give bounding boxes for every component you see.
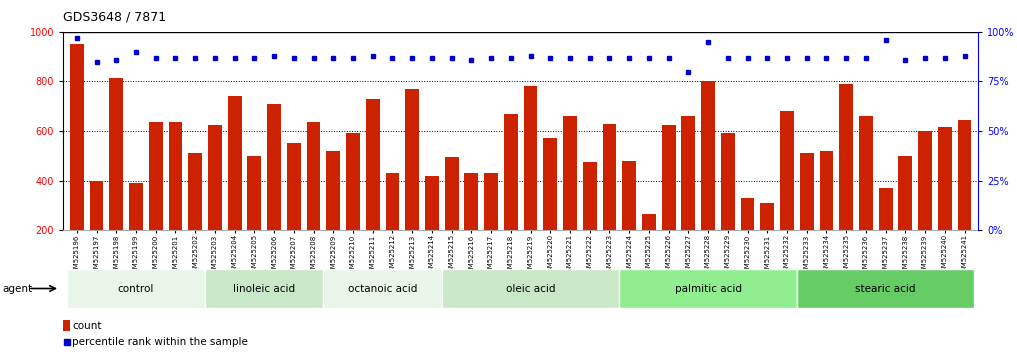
Bar (602, 124, 616, 280)
Bar (797, 269, 974, 308)
Bar (619, 269, 797, 308)
Bar (780, 111, 794, 280)
Bar (958, 120, 971, 280)
Bar (938, 127, 952, 280)
Bar (366, 99, 379, 280)
Bar (110, 78, 123, 280)
Bar (267, 104, 281, 280)
Bar (799, 153, 814, 280)
Text: oleic acid: oleic acid (505, 284, 555, 293)
Bar (879, 188, 893, 280)
Bar (484, 173, 498, 280)
Text: linoleic acid: linoleic acid (233, 284, 295, 293)
Bar (681, 116, 696, 280)
Bar (228, 96, 242, 280)
Text: count: count (72, 321, 102, 331)
Text: stearic acid: stearic acid (855, 284, 916, 293)
Bar (642, 214, 656, 280)
Bar (425, 176, 439, 280)
Bar (70, 44, 83, 280)
Bar (583, 162, 597, 280)
Bar (898, 156, 912, 280)
Bar (323, 269, 441, 308)
Bar (543, 138, 557, 280)
Bar (740, 198, 755, 280)
Bar (169, 122, 182, 280)
Bar (188, 153, 202, 280)
Text: percentile rank within the sample: percentile rank within the sample (72, 337, 248, 347)
Bar (761, 203, 774, 280)
Bar (67, 269, 205, 308)
Bar (205, 269, 323, 308)
Bar (208, 125, 222, 280)
Bar (444, 157, 459, 280)
Bar (820, 151, 833, 280)
Bar (326, 151, 341, 280)
Bar (918, 131, 932, 280)
Bar (504, 114, 518, 280)
Bar (524, 86, 537, 280)
Bar (247, 156, 261, 280)
Bar (406, 89, 419, 280)
Bar (859, 116, 873, 280)
Bar (287, 143, 301, 280)
Bar (148, 122, 163, 280)
Bar (662, 125, 675, 280)
Bar (441, 269, 619, 308)
Bar (129, 183, 143, 280)
Bar (721, 133, 734, 280)
Text: octanoic acid: octanoic acid (348, 284, 417, 293)
Text: palmitic acid: palmitic acid (674, 284, 741, 293)
Bar (465, 173, 478, 280)
Bar (701, 81, 715, 280)
Bar (346, 133, 360, 280)
Bar (89, 181, 104, 280)
Text: control: control (118, 284, 155, 293)
Bar (307, 122, 320, 280)
Bar (63, 320, 70, 331)
Text: GDS3648 / 7871: GDS3648 / 7871 (63, 11, 166, 24)
Text: agent: agent (2, 284, 33, 293)
Bar (385, 173, 400, 280)
Bar (622, 161, 636, 280)
Bar (563, 116, 577, 280)
Bar (839, 84, 853, 280)
